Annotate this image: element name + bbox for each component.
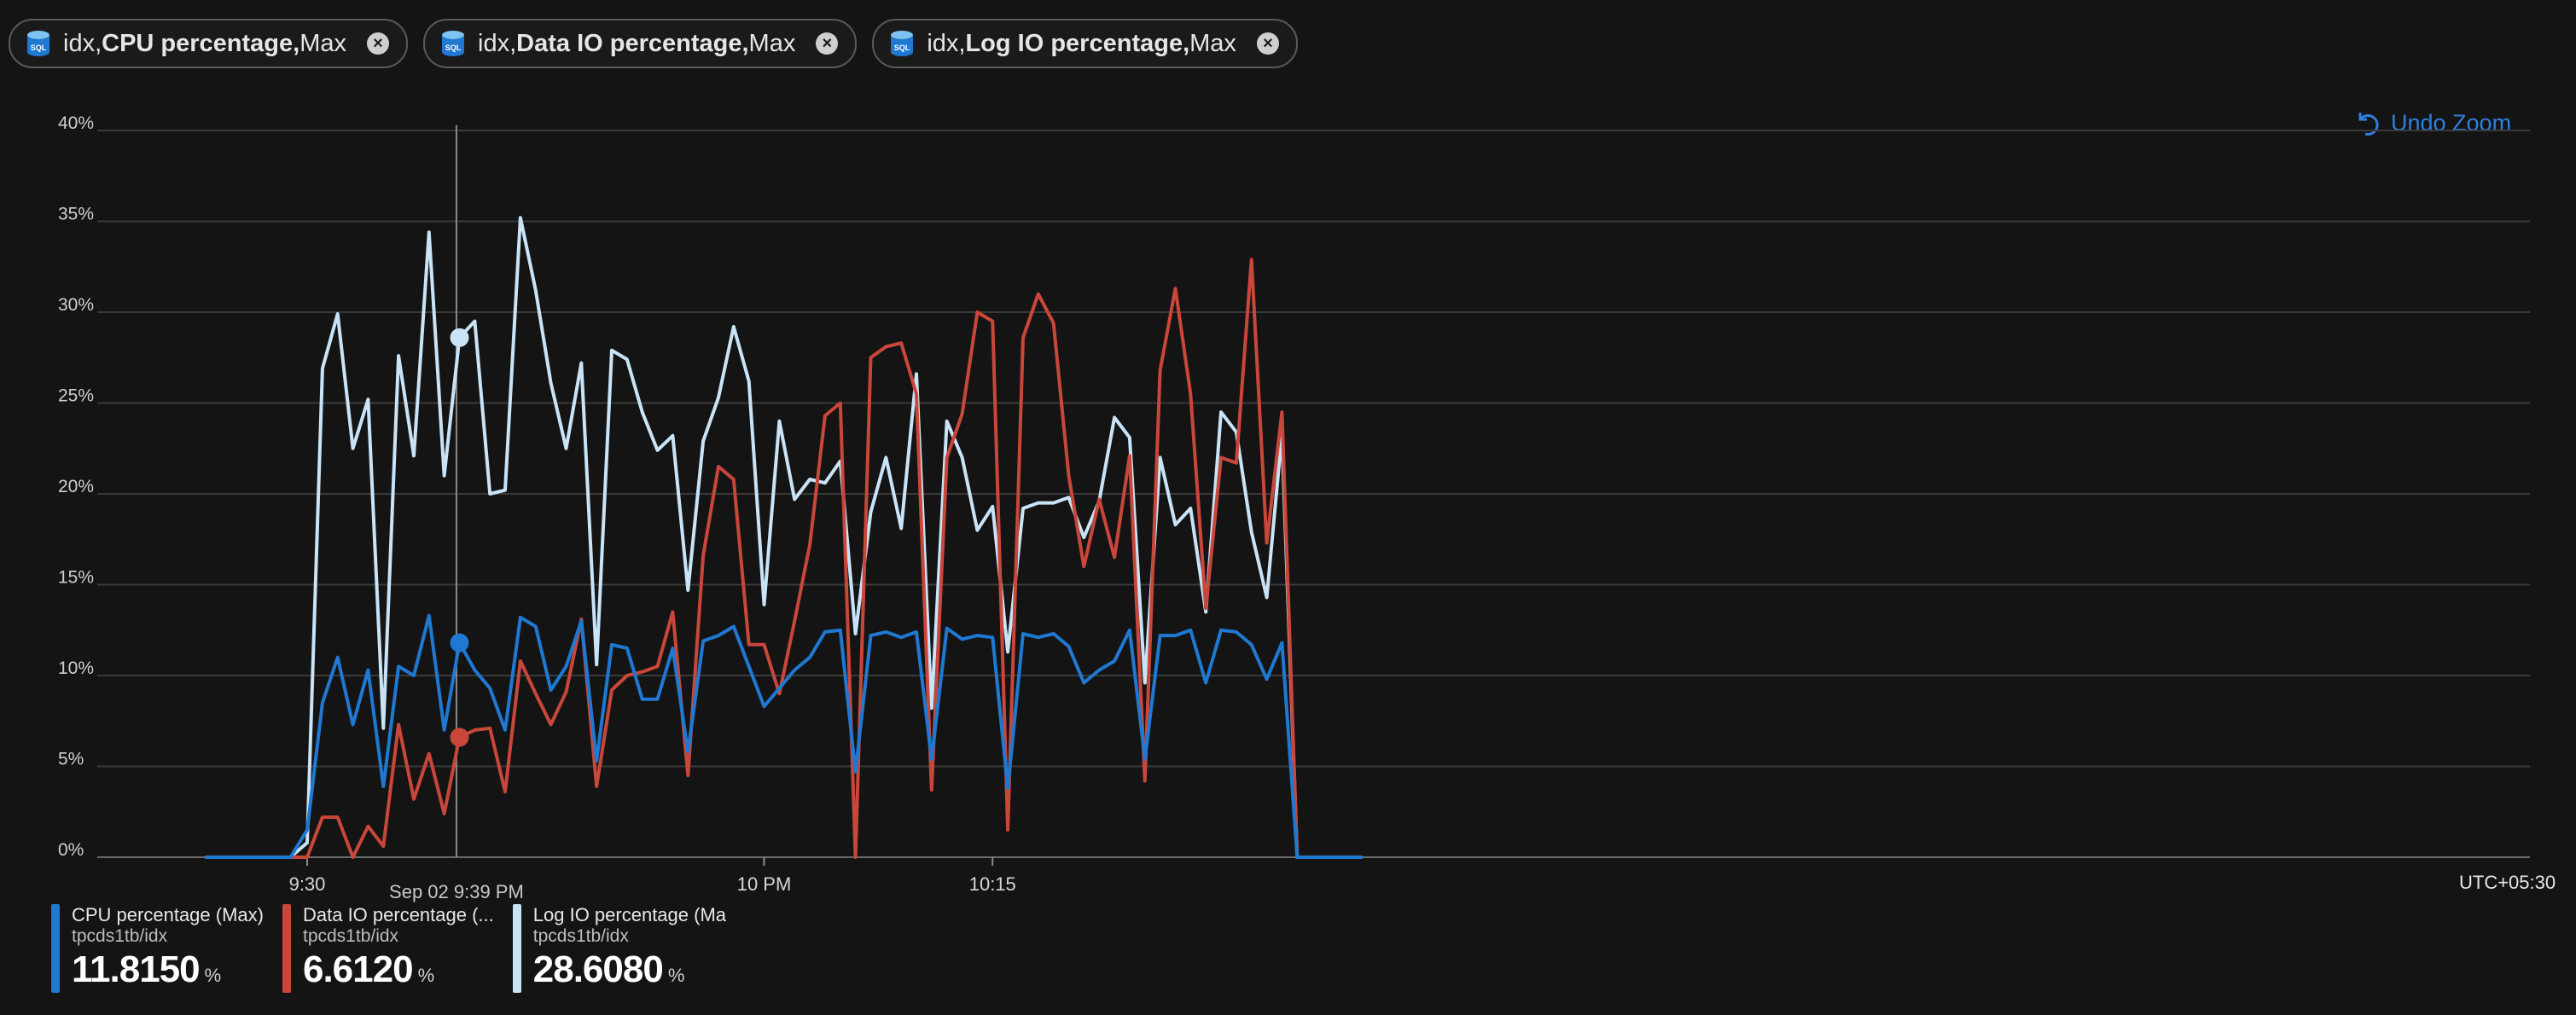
timezone-label: UTC+05:30 [2459, 872, 2556, 893]
pill-metric: Log IO percentage, [965, 29, 1190, 57]
y-tick-label: 10% [58, 658, 94, 678]
legend-value: 6.6120% [302, 948, 434, 990]
cursor-marker-1 [450, 728, 469, 747]
legend-resource: tpcds1tb/idx [302, 926, 399, 946]
close-icon[interactable]: × [1256, 32, 1279, 55]
y-tick-label: 15% [58, 568, 94, 588]
legend-item-log-io[interactable]: Log IO percentage (Max) tpcds1tb/idx 28.… [512, 904, 726, 999]
sql-database-icon: SQL [442, 31, 465, 56]
svg-text:SQL: SQL [31, 44, 47, 52]
metric-pill-cpu[interactable]: SQL idx, CPU percentage, Max × [9, 19, 409, 68]
legend-series-name: CPU percentage (Max) [72, 904, 264, 925]
cursor-time-label: Sep 02 9:39 PM [389, 881, 524, 902]
pill-prefix: idx, [927, 29, 966, 57]
cursor-marker-0 [450, 633, 469, 652]
legend-series-name: Log IO percentage (Max) [532, 904, 726, 925]
pill-aggregation: Max [299, 29, 347, 57]
pill-prefix: idx, [478, 29, 517, 57]
legend-item-cpu[interactable]: CPU percentage (Max) tpcds1tb/idx 11.815… [51, 904, 264, 999]
svg-text:SQL: SQL [445, 44, 462, 52]
legend-resource: tpcds1tb/idx [532, 926, 629, 946]
y-tick-label: 40% [58, 113, 94, 133]
y-tick-label: 0% [58, 840, 84, 860]
pill-metric: Data IO percentage, [516, 29, 749, 57]
legend-item-data-io[interactable]: Data IO percentage (... tpcds1tb/idx 6.6… [282, 904, 494, 999]
legend-value: 11.8150% [72, 948, 221, 990]
pill-aggregation: Max [748, 29, 796, 57]
pill-metric: CPU percentage, [102, 29, 300, 57]
sql-database-icon: SQL [27, 31, 49, 56]
legend-color-swatch [512, 904, 521, 993]
metric-pills: SQL idx, CPU percentage, Max × SQL idx, … [9, 19, 1298, 68]
close-icon[interactable]: × [816, 32, 839, 55]
x-tick-label: 10:15 [969, 873, 1016, 895]
series-line-2 [205, 216, 1363, 859]
legend-color-swatch [51, 904, 60, 993]
undo-icon [2358, 113, 2379, 136]
y-tick-label: 20% [58, 477, 94, 496]
pill-aggregation: Max [1189, 29, 1236, 57]
legend-series-name: Data IO percentage (... [302, 904, 494, 925]
chart-legend: CPU percentage (Max) tpcds1tb/idx 11.815… [51, 904, 726, 999]
svg-text:SQL: SQL [894, 44, 910, 52]
cursor-marker-2 [450, 328, 469, 347]
legend-resource: tpcds1tb/idx [72, 926, 168, 946]
series-line-0 [205, 613, 1363, 859]
x-tick-label: 10 PM [737, 873, 792, 895]
metric-pill-log-io[interactable]: SQL idx, Log IO percentage, Max × [872, 19, 1298, 68]
legend-color-swatch [282, 904, 291, 993]
x-tick-label: 9:30 [289, 873, 326, 895]
pill-prefix: idx, [63, 29, 102, 57]
y-tick-label: 25% [58, 386, 94, 406]
close-icon[interactable]: × [367, 32, 390, 55]
y-tick-label: 5% [58, 750, 84, 769]
series-line-1 [205, 258, 1363, 859]
y-tick-label: 35% [58, 205, 94, 224]
y-tick-label: 30% [58, 295, 94, 315]
metric-pill-data-io[interactable]: SQL idx, Data IO percentage, Max × [423, 19, 858, 68]
sql-database-icon: SQL [891, 31, 914, 56]
legend-value: 28.6080% [532, 948, 685, 990]
